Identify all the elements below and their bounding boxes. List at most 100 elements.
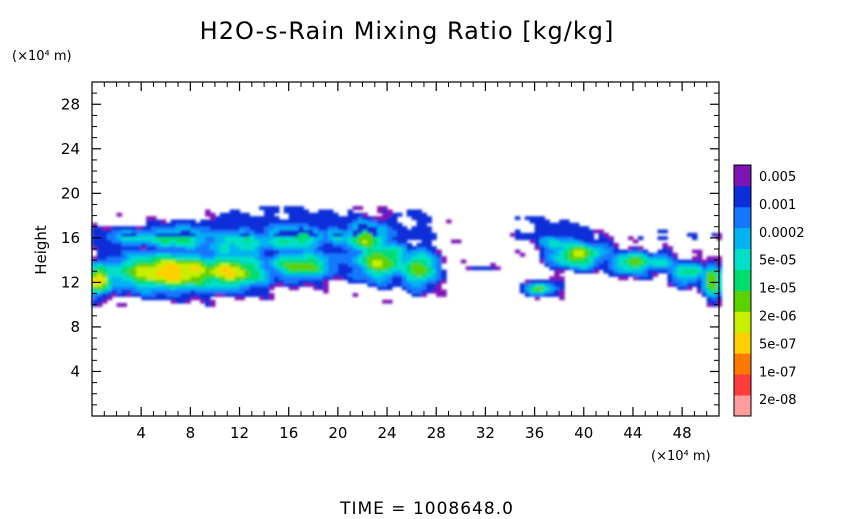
heatmap-cell xyxy=(274,229,280,234)
heatmap-cell xyxy=(426,242,432,247)
heatmap-cell xyxy=(259,296,265,301)
heatmap-cell xyxy=(308,256,314,261)
heatmap-cell xyxy=(387,212,393,217)
heatmap-cell xyxy=(549,276,555,281)
heatmap-cell xyxy=(219,262,226,267)
heatmap-cell xyxy=(293,242,300,247)
heatmap-cell xyxy=(219,276,226,281)
heatmap-field xyxy=(92,206,722,307)
heatmap-cell xyxy=(205,209,211,214)
heatmap-cell xyxy=(711,289,718,294)
heatmap-cell xyxy=(136,293,142,297)
heatmap-cell xyxy=(283,246,290,251)
heatmap-cell xyxy=(214,272,221,277)
heatmap-cell xyxy=(367,242,373,247)
heatmap-cell xyxy=(529,236,536,241)
heatmap-cell xyxy=(377,216,383,221)
heatmap-cell xyxy=(298,222,304,227)
heatmap-cell xyxy=(160,249,167,254)
heatmap-cell xyxy=(377,229,383,234)
heatmap-cell xyxy=(362,259,368,264)
heatmap-cell xyxy=(96,289,103,294)
heatmap-cell xyxy=(559,266,565,271)
heatmap-cell xyxy=(337,272,344,277)
heatmap-cell xyxy=(431,256,437,261)
heatmap-cell xyxy=(318,259,324,264)
heatmap-cell xyxy=(632,239,639,244)
heatmap-cell xyxy=(608,266,614,271)
heatmap-cell xyxy=(303,209,309,214)
heatmap-cell xyxy=(224,242,231,247)
heatmap-cell xyxy=(195,226,201,231)
heatmap-cell xyxy=(662,236,668,241)
heatmap-cell xyxy=(696,256,703,261)
heatmap-cell xyxy=(554,256,560,261)
heatmap-cell xyxy=(603,259,609,264)
heatmap-cell xyxy=(377,209,383,214)
heatmap-cell xyxy=(652,252,659,257)
heatmap-cell xyxy=(224,246,231,251)
heatmap-cell xyxy=(244,222,250,227)
heatmap-cell xyxy=(111,226,118,231)
heatmap-cell xyxy=(224,222,231,227)
heatmap-cell xyxy=(392,226,398,231)
heatmap-cell xyxy=(318,219,324,224)
heatmap-cell xyxy=(146,252,152,257)
heatmap-cell xyxy=(328,246,334,251)
heatmap-cell xyxy=(337,256,344,261)
heatmap-cell xyxy=(155,222,162,227)
heatmap-cell xyxy=(185,293,191,297)
heatmap-cell xyxy=(352,249,359,254)
heatmap-cell xyxy=(249,272,255,277)
heatmap-cell xyxy=(431,236,437,241)
heatmap-cell xyxy=(618,272,624,277)
heatmap-cell xyxy=(406,272,413,277)
heatmap-cell xyxy=(205,242,211,247)
heatmap-cell xyxy=(165,266,172,271)
heatmap-cell xyxy=(593,239,600,244)
heatmap-cell xyxy=(141,236,147,241)
heatmap-cell xyxy=(210,249,216,254)
heatmap-cell xyxy=(687,283,693,287)
heatmap-cell xyxy=(288,219,295,224)
heatmap-cell xyxy=(269,239,275,244)
heatmap-cell xyxy=(377,222,383,227)
heatmap-cell xyxy=(141,289,147,294)
heatmap-cell xyxy=(244,226,250,231)
heatmap-cell xyxy=(333,256,339,261)
heatmap-cell xyxy=(126,276,132,281)
heatmap-cell xyxy=(569,242,575,247)
heatmap-cell xyxy=(539,222,545,227)
heatmap-cell xyxy=(657,262,663,267)
heatmap-cell xyxy=(224,239,231,244)
heatmap-cell xyxy=(249,232,255,237)
heatmap-cell xyxy=(210,212,216,217)
heatmap-cell xyxy=(175,262,182,267)
heatmap-cell xyxy=(362,276,368,281)
heatmap-cell xyxy=(249,293,255,297)
heatmap-cell xyxy=(195,289,201,294)
heatmap-cell xyxy=(239,266,245,271)
heatmap-cell xyxy=(269,242,275,247)
heatmap-cell xyxy=(549,246,555,251)
heatmap-cell xyxy=(337,226,344,231)
heatmap-cell xyxy=(101,296,108,301)
heatmap-cell xyxy=(126,259,132,264)
heatmap-cell xyxy=(396,256,403,261)
heatmap-cell xyxy=(583,256,590,261)
heatmap-cell xyxy=(534,226,541,231)
heatmap-cell xyxy=(652,259,659,264)
heatmap-cell xyxy=(293,216,300,221)
heatmap-cell xyxy=(411,209,418,214)
heatmap-cell xyxy=(392,276,398,281)
heatmap-cell xyxy=(254,239,260,244)
heatmap-cell xyxy=(618,262,624,267)
heatmap-cell xyxy=(392,232,398,237)
heatmap-cell xyxy=(337,242,344,247)
heatmap-cell xyxy=(377,259,383,264)
heatmap-cell xyxy=(234,276,241,281)
heatmap-cell xyxy=(406,259,413,264)
heatmap-cell xyxy=(628,256,634,261)
heatmap-cell xyxy=(559,242,565,247)
heatmap-cell xyxy=(205,239,211,244)
